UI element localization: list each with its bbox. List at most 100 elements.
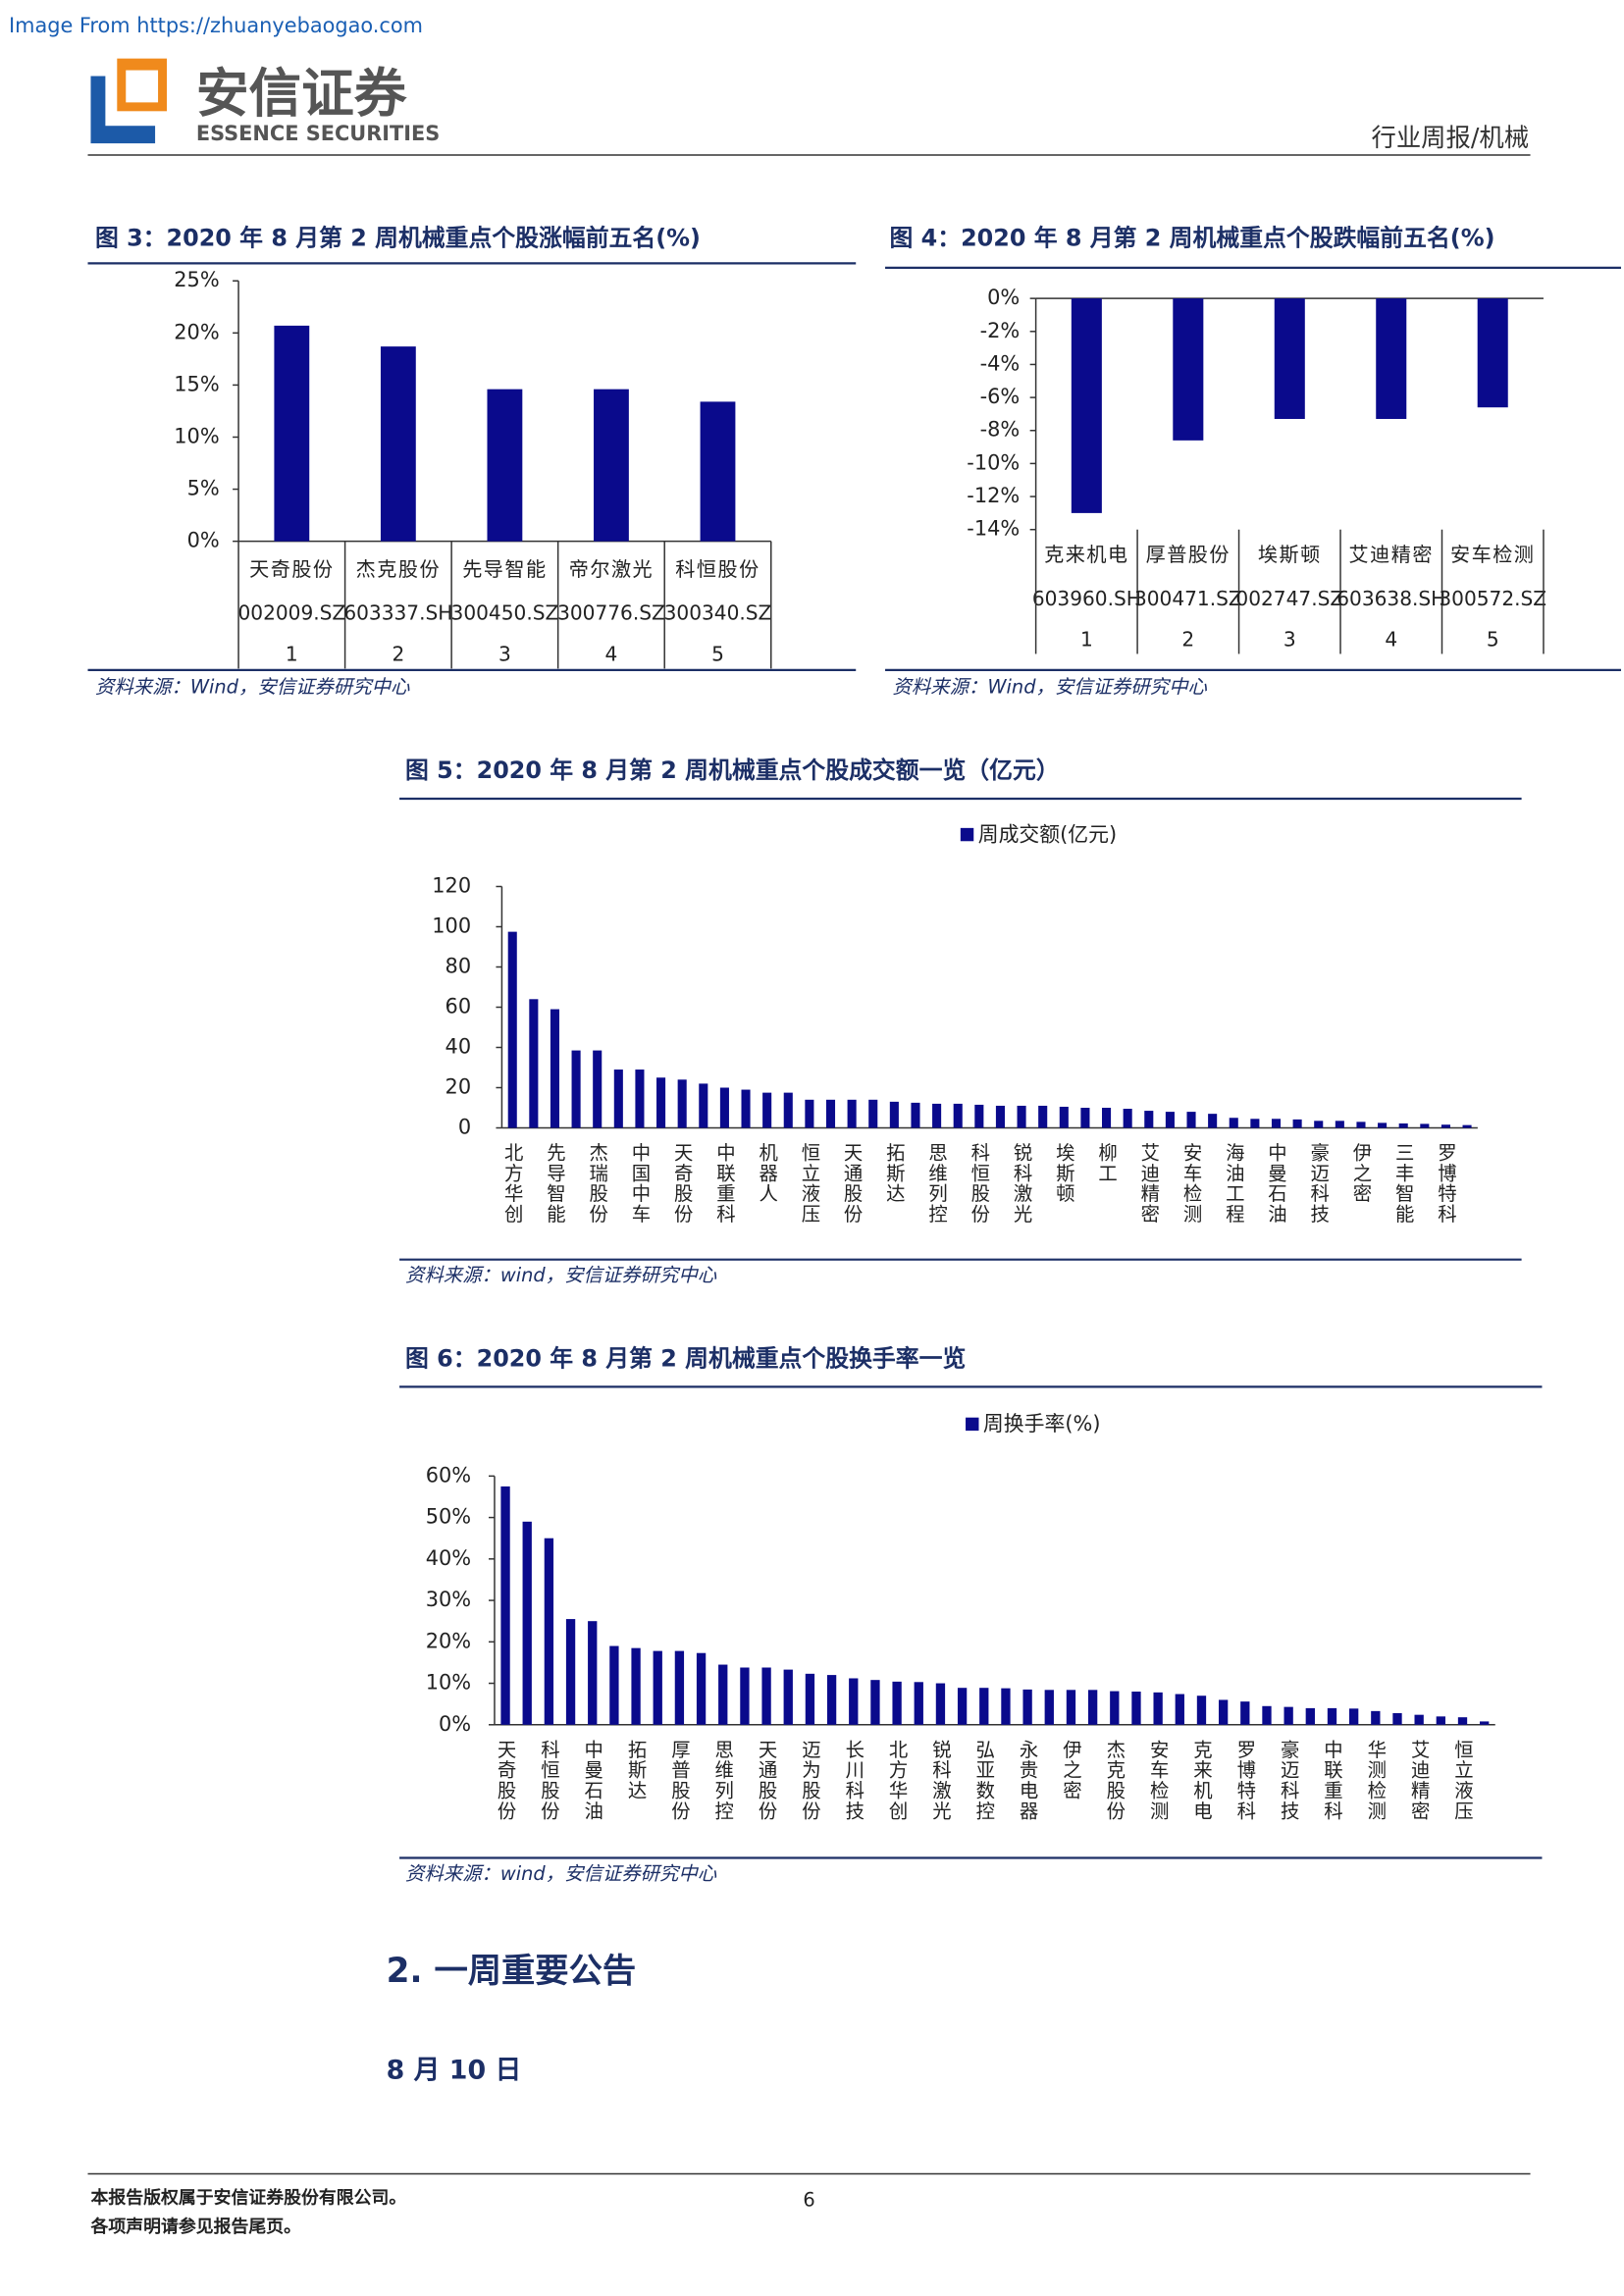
x-tick-rank: 5 bbox=[711, 642, 724, 665]
x-tick-label: 天奇股份 bbox=[671, 1142, 694, 1224]
bar bbox=[889, 1101, 899, 1128]
y-tick-label: 20 bbox=[445, 1074, 472, 1098]
y-tick-label: -2% bbox=[980, 319, 1021, 342]
bar bbox=[656, 1077, 666, 1128]
bar bbox=[1271, 1119, 1282, 1128]
bar bbox=[718, 1664, 728, 1725]
x-tick-code: 300471.SZ bbox=[1134, 587, 1242, 610]
legend-label: 周换手率(%) bbox=[983, 1412, 1101, 1435]
x-tick-code: 002747.SZ bbox=[1235, 587, 1343, 610]
bar bbox=[761, 1667, 771, 1725]
bar bbox=[783, 1669, 793, 1725]
x-tick-rank: 4 bbox=[605, 642, 618, 665]
x-tick-label: 拓斯达 bbox=[883, 1142, 906, 1204]
bar bbox=[1071, 298, 1102, 513]
x-tick-code: 300572.SZ bbox=[1439, 587, 1546, 610]
bar bbox=[762, 1092, 772, 1128]
bar bbox=[826, 1675, 837, 1725]
x-tick-label: 中联重科 bbox=[713, 1142, 736, 1224]
bar bbox=[1480, 1721, 1490, 1725]
bar bbox=[1001, 1688, 1011, 1725]
bar bbox=[594, 389, 629, 542]
x-tick-rank: 2 bbox=[392, 642, 404, 665]
bar bbox=[1283, 1706, 1293, 1725]
x-tick-label: 天奇股份 bbox=[495, 1740, 517, 1821]
bar bbox=[953, 1103, 963, 1128]
x-tick-label: 思维列控 bbox=[925, 1142, 948, 1224]
y-tick-label: 60% bbox=[426, 1463, 471, 1487]
x-tick-label: 埃斯顿 bbox=[1053, 1142, 1075, 1204]
x-tick-label: 帝尔激光 bbox=[569, 557, 654, 581]
y-tick-label: -6% bbox=[980, 385, 1021, 408]
x-tick-label: 思维列控 bbox=[711, 1740, 734, 1821]
date-heading: 8 月 10 日 bbox=[387, 2056, 522, 2086]
bar bbox=[847, 1099, 857, 1128]
bar bbox=[957, 1688, 968, 1725]
y-tick-label: 120 bbox=[432, 873, 471, 897]
x-tick-label: 安车检测 bbox=[1450, 543, 1535, 566]
x-tick-label: 中联重科 bbox=[1321, 1740, 1343, 1821]
logo bbox=[90, 58, 168, 144]
x-tick-label: 伊之密 bbox=[1060, 1740, 1082, 1801]
x-tick-label: 机器人 bbox=[756, 1142, 778, 1204]
bar bbox=[1017, 1105, 1026, 1128]
x-tick-label: 先导智能 bbox=[544, 1142, 566, 1224]
x-tick-label: 杰克股份 bbox=[356, 557, 441, 581]
x-tick-label: 克来机电 bbox=[1044, 543, 1128, 566]
notice: 各项声明请参见报告尾页。 bbox=[89, 2216, 300, 2237]
bar bbox=[1349, 1708, 1359, 1725]
x-tick-label: 锐科激光 bbox=[929, 1740, 952, 1821]
y-tick-label: -12% bbox=[967, 484, 1020, 507]
legend-swatch bbox=[966, 1417, 979, 1432]
section-heading: 2. 一周重要公告 bbox=[387, 1952, 637, 1991]
x-tick-code: 300340.SZ bbox=[664, 601, 772, 625]
x-tick-label: 豪迈科技 bbox=[1278, 1740, 1300, 1821]
copyright: 本报告版权属于安信证券股份有限公司。 bbox=[90, 2186, 406, 2208]
bar bbox=[1186, 1112, 1196, 1128]
bar bbox=[571, 1050, 581, 1128]
y-tick-label: 0% bbox=[439, 1712, 471, 1736]
y-tick-label: 80 bbox=[445, 954, 472, 977]
x-tick-rank: 1 bbox=[1080, 628, 1093, 652]
bar bbox=[635, 1070, 645, 1128]
x-tick-label: 罗博特科 bbox=[1435, 1142, 1457, 1224]
y-tick-label: 40 bbox=[445, 1034, 472, 1058]
bar bbox=[1457, 1717, 1468, 1725]
bar bbox=[719, 1087, 729, 1128]
bar bbox=[1356, 1122, 1366, 1128]
bar bbox=[1462, 1124, 1472, 1128]
bar bbox=[1441, 1124, 1450, 1128]
bar bbox=[914, 1682, 923, 1725]
x-tick-label: 艾迪精密 bbox=[1349, 543, 1434, 566]
y-tick-label: 60 bbox=[445, 994, 472, 1018]
x-tick-label: 杰瑞股份 bbox=[586, 1142, 608, 1224]
y-tick-label: 50% bbox=[426, 1505, 471, 1529]
bar bbox=[1102, 1107, 1112, 1128]
y-tick-label: 20% bbox=[174, 320, 219, 343]
bar bbox=[892, 1681, 902, 1725]
bar bbox=[1022, 1689, 1032, 1725]
y-tick-label: 25% bbox=[174, 268, 219, 291]
bar bbox=[1414, 1714, 1424, 1725]
bar bbox=[974, 1104, 984, 1128]
x-tick-label: 恒立液压 bbox=[798, 1142, 820, 1224]
x-tick-rank: 2 bbox=[1181, 628, 1194, 652]
x-tick-label: 华测检测 bbox=[1364, 1740, 1387, 1821]
bar bbox=[380, 346, 416, 542]
bar bbox=[783, 1092, 793, 1128]
x-tick-label: 柳工 bbox=[1095, 1142, 1118, 1183]
bar bbox=[1087, 1690, 1098, 1725]
x-tick-label: 伊之密 bbox=[1349, 1142, 1372, 1204]
x-tick-label: 永贵电器 bbox=[1017, 1740, 1039, 1821]
bar bbox=[1398, 1122, 1408, 1128]
bar bbox=[1305, 1707, 1315, 1725]
x-tick-label: 拓斯达 bbox=[625, 1740, 648, 1801]
x-tick-code: 300776.SZ bbox=[557, 601, 665, 625]
y-tick-label: 5% bbox=[187, 477, 220, 500]
bar bbox=[544, 1538, 554, 1725]
legend-swatch bbox=[960, 827, 974, 842]
y-tick-label: -8% bbox=[980, 418, 1021, 442]
x-tick-label: 迈为股份 bbox=[799, 1740, 821, 1821]
y-tick-label: 15% bbox=[174, 372, 219, 395]
x-tick-label: 厚普股份 bbox=[1146, 543, 1231, 566]
